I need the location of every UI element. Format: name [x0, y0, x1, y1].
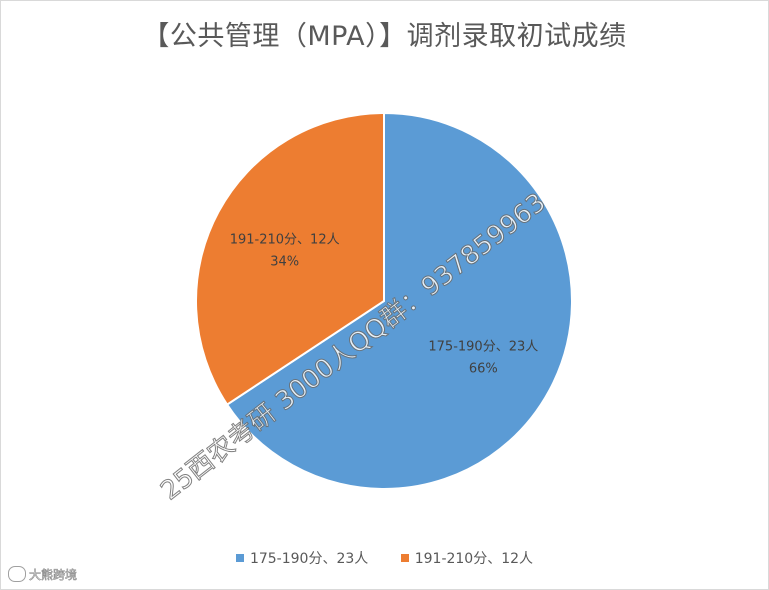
slice-label-1: 191-210分、12人 [230, 233, 340, 248]
logo-text: 大熊跨境 [29, 568, 78, 583]
logo-icon [8, 566, 26, 582]
legend-label-1: 191-210分、12人 [414, 551, 534, 567]
slice-label-0: 175-190分、23人 [428, 339, 538, 354]
slice-percent-0: 66% [469, 361, 498, 376]
logo: 大熊跨境 [8, 566, 77, 583]
legend-swatch-1 [400, 554, 409, 562]
legend-item-1: 191-210分、12人 [400, 548, 534, 568]
pie-slice-1 [195, 111, 385, 406]
legend-swatch-0 [235, 554, 244, 562]
chart-title: 【公共管理（MPA）】调剂录取初试成绩 [142, 21, 627, 52]
pie-slice-0 [225, 111, 573, 490]
chart-legend: 175-190分、23人 191-210分、12人 [0, 548, 769, 568]
legend-label-0: 175-190分、23人 [249, 551, 369, 567]
legend-item-0: 175-190分、23人 [235, 548, 369, 568]
slice-percent-1: 34% [270, 255, 299, 270]
